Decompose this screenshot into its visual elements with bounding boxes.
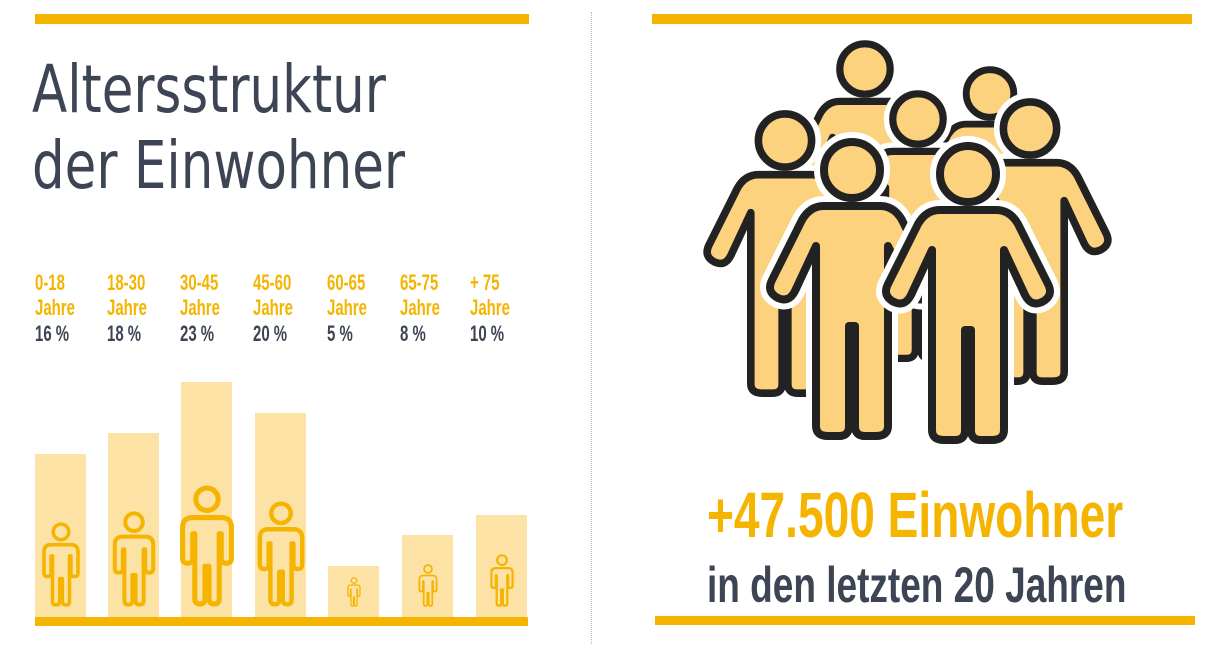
group-of-people-icon	[700, 40, 1118, 450]
age-unit-label: Jahre	[470, 295, 510, 320]
population-growth-subline: in den letzten 20 Jahren	[707, 557, 1127, 613]
age-category-0: 0-18 Jahre 16 %	[35, 270, 145, 347]
chart-title-line-1: Altersstruktur	[32, 51, 386, 128]
population-growth-headline: +47.500 Einwohner	[707, 479, 1124, 551]
person-outline-icon	[489, 554, 514, 607]
person-outline-icon	[418, 564, 437, 607]
age-percent-label: 10 %	[470, 321, 505, 346]
age-bar-4	[328, 566, 379, 617]
right-bottom-accent-bar	[655, 616, 1195, 625]
crowd-person	[876, 136, 1060, 450]
age-category-3: 45-60 Jahre 20 %	[253, 270, 363, 347]
age-percent-label: 20 %	[253, 321, 288, 346]
age-category-1: 18-30 Jahre 18 %	[107, 270, 217, 347]
chart-baseline	[35, 617, 528, 626]
age-bar-2	[179, 382, 234, 617]
age-percent-label: 8 %	[400, 321, 426, 346]
age-bar-1	[108, 433, 159, 617]
age-bar-5	[402, 535, 453, 617]
age-unit-label: Jahre	[107, 295, 147, 320]
age-unit-label: Jahre	[327, 295, 367, 320]
age-percent-label: 16 %	[35, 321, 70, 346]
chart-title: Altersstruktur der Einwohner	[32, 52, 405, 204]
person-outline-icon	[346, 577, 361, 607]
age-category-6: + 75 Jahre 10 %	[470, 270, 580, 347]
age-category-2: 30-45 Jahre 23 %	[180, 270, 290, 347]
panel-divider	[591, 12, 592, 644]
person-outline-icon	[41, 522, 80, 607]
age-range-label: 30-45	[180, 270, 219, 295]
right-top-accent-bar	[652, 14, 1192, 24]
age-range-label: 18-30	[107, 270, 146, 295]
age-percent-label: 5 %	[327, 321, 353, 346]
left-top-accent-bar	[35, 14, 529, 24]
age-range-label: 65-75	[400, 270, 439, 295]
chart-title-line-2: der Einwohner	[32, 127, 406, 204]
age-range-label: 45-60	[253, 270, 292, 295]
age-unit-label: Jahre	[253, 295, 293, 320]
age-percent-label: 23 %	[180, 321, 215, 346]
age-unit-label: Jahre	[400, 295, 440, 320]
age-category-5: 65-75 Jahre 8 %	[400, 270, 510, 347]
person-outline-icon	[112, 511, 155, 607]
age-category-4: 60-65 Jahre 5 %	[327, 270, 437, 347]
age-range-label: 60-65	[327, 270, 366, 295]
person-outline-icon	[179, 485, 234, 607]
age-bar-0	[35, 454, 86, 617]
age-range-label: + 75	[470, 270, 500, 295]
age-range-label: 0-18	[35, 270, 65, 295]
person-outline-icon	[257, 501, 304, 607]
age-bar-6	[476, 515, 527, 617]
age-unit-label: Jahre	[180, 295, 220, 320]
age-unit-label: Jahre	[35, 295, 75, 320]
age-percent-label: 18 %	[107, 321, 142, 346]
age-bar-3	[255, 413, 306, 617]
